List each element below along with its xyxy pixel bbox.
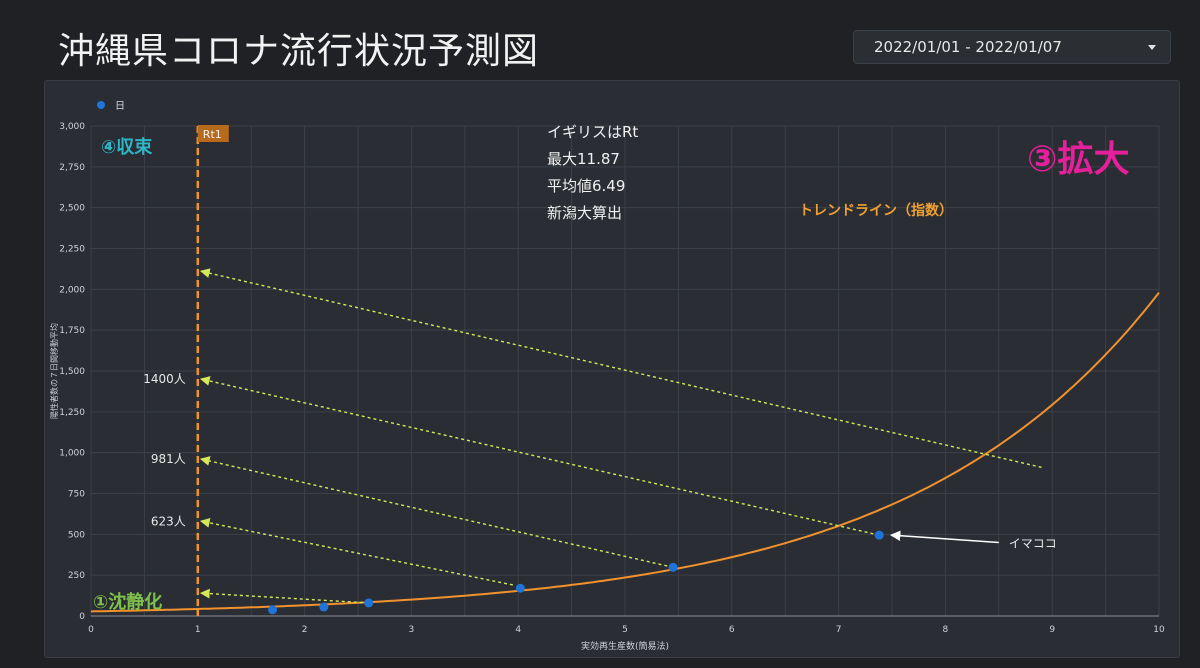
here-arrow: [889, 530, 999, 544]
y-tick-label: 750: [68, 490, 85, 500]
trendline-label: トレンドライン（指数）: [799, 202, 953, 219]
x-tick-label: 2: [302, 625, 308, 635]
y-tick-label: 2,250: [59, 245, 85, 255]
y-tick-label: 2,500: [59, 204, 85, 214]
reference-line-group: Rt1: [196, 125, 229, 616]
arrow-label: 623人: [151, 514, 186, 528]
y-tick-label: 3,000: [59, 122, 85, 132]
y-tick-label: 500: [68, 530, 85, 540]
data-point: [268, 605, 278, 615]
data-point: [319, 602, 329, 612]
page-title: 沖縄県コロナ流行状況予測図: [58, 31, 540, 72]
x-tick-label: 8: [943, 625, 949, 635]
phase-label-quiet: ①沈静化: [93, 591, 162, 613]
projection-arrow: [199, 268, 1042, 469]
x-axis-label: 実効再生産数(簡易法): [581, 640, 669, 652]
x-tick-label: 7: [836, 625, 842, 635]
uk-note-line: イギリスはRt: [547, 123, 638, 141]
y-tick-label: 1,250: [59, 408, 85, 418]
arrow-label: 1400人: [143, 372, 186, 386]
axes: 0 1 2 3 4 5 6 7 8 9 10 0 250 500 750 1,000 1,250 1,500 1,7…: [49, 122, 1165, 652]
projection-arrow: [199, 456, 674, 569]
uk-note-line: 新潟大算出: [547, 204, 622, 222]
x-tick-label: 6: [729, 625, 735, 635]
y-tick-label: 1,000: [59, 449, 85, 459]
x-tick-label: 10: [1153, 625, 1165, 635]
arrows-group: [199, 268, 1042, 604]
x-tick-label: 0: [88, 625, 94, 635]
y-tick-label: 0: [79, 612, 85, 622]
x-tick-label: 1: [195, 625, 201, 635]
trendline: [90, 291, 1160, 613]
arrow-label: 981人: [151, 452, 186, 466]
trendline-group: [90, 291, 1160, 613]
x-tick-label: 5: [622, 625, 628, 635]
data-point: [668, 562, 678, 572]
uk-note-line: 平均値6.49: [547, 177, 625, 195]
x-tick-label: 3: [409, 625, 415, 635]
uk-note-line: 最大11.87: [547, 150, 620, 168]
date-range-picker[interactable]: 2022/01/01 - 2022/01/07: [853, 30, 1171, 64]
data-point: [515, 583, 525, 593]
projection-arrow: [199, 376, 880, 536]
y-tick-label: 250: [68, 571, 85, 581]
legend-marker: [97, 101, 105, 109]
rt1-label-box: [197, 125, 229, 142]
data-point: [874, 530, 884, 540]
projection-arrow: [199, 588, 369, 604]
scatter-chart: 0 1 2 3 4 5 6 7 8 9 10 0 250 500 750 1,000 1,250 1,500 1,7…: [49, 101, 1165, 652]
x-tick-label: 4: [515, 625, 521, 635]
phase-label-expand: ③拡大: [1027, 139, 1129, 180]
x-tick-label: 9: [1049, 625, 1055, 635]
points-group: [268, 530, 884, 615]
projection-arrow: [199, 518, 514, 586]
y-tick-label: 1,500: [59, 367, 85, 377]
date-range-text: 2022/01/01 - 2022/01/07: [874, 38, 1062, 56]
y-tick-label: 2,750: [59, 163, 85, 173]
y-axis-label: 陽性者数の７日間移動平均: [49, 323, 59, 419]
legend-label: 日: [115, 101, 125, 112]
dropdown-caret-icon: [1148, 44, 1156, 50]
y-tick-label: 1,750: [59, 326, 85, 336]
rt1-label: Rt1: [203, 128, 222, 141]
data-point: [364, 598, 374, 608]
here-label: イマココ: [1009, 537, 1057, 551]
y-tick-label: 2,000: [59, 285, 85, 295]
phase-label-collapse: ④収束: [101, 136, 153, 158]
chart-panel: 0 1 2 3 4 5 6 7 8 9 10 0 250 500 750 1,000 1,250 1,500 1,7…: [44, 80, 1180, 658]
